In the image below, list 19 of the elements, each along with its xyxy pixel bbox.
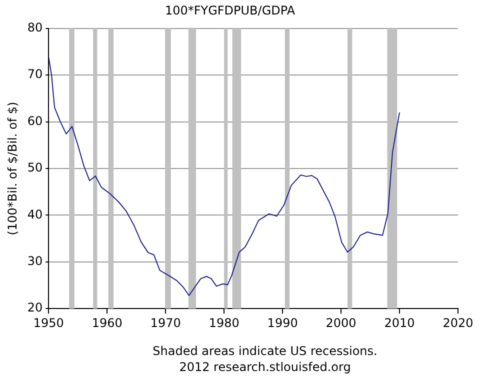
- y-tick-label: 20: [27, 300, 43, 315]
- chart-title: 100*FYGFDPUB/GDPA: [164, 3, 296, 18]
- x-tick-label: 1980: [208, 316, 240, 330]
- y-axis-title: (100*Bil. of $/Bil. of $): [5, 102, 20, 236]
- y-tick-label: 70: [27, 67, 43, 82]
- y-tick-label: 80: [27, 20, 43, 35]
- x-tick-label: 2010: [384, 316, 415, 330]
- text: Shaded areas indicate US recessions.: [152, 344, 378, 358]
- y-tick-label: 60: [27, 114, 43, 128]
- x-tick-label: 1990: [267, 316, 298, 330]
- text: 2012 research.stlouisfed.org: [179, 360, 351, 374]
- x-tick-label: 2000: [326, 316, 356, 330]
- x-tick-label: 2020: [442, 316, 474, 330]
- x-tick-label: 1970: [150, 316, 181, 330]
- y-tick-label: 50: [27, 160, 43, 175]
- x-tick-label: 1960: [92, 316, 122, 330]
- x-tick-label: 1950: [33, 316, 64, 330]
- y-tick-label: 30: [27, 254, 43, 268]
- y-tick-label: 40: [27, 207, 43, 222]
